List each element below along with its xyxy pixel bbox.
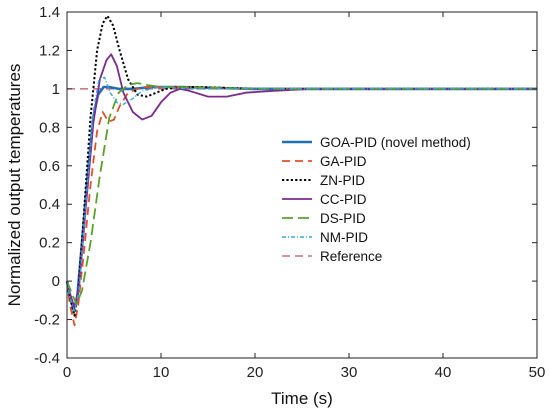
legend-label: DS-PID <box>320 211 366 226</box>
series-line-nm-pid <box>66 76 537 313</box>
legend-label: GA-PID <box>320 154 367 169</box>
legend-label: NM-PID <box>320 230 368 245</box>
series-line-zn-pid <box>66 14 537 317</box>
legend-label: ZN-PID <box>320 173 365 188</box>
series-line-ds-pid <box>66 82 537 306</box>
x-tick-label: 40 <box>435 364 452 381</box>
y-axis-title: Normalized output temperatures <box>5 64 24 307</box>
y-tick-label: 0.8 <box>39 119 60 136</box>
y-tick-label: -0.2 <box>34 312 60 329</box>
x-tick-label: 0 <box>63 364 71 381</box>
y-tick-label: 1.4 <box>39 4 60 21</box>
plot-frame <box>66 11 538 359</box>
legend: GOA-PID (novel method) GA-PID ZN-PID CC-PID… <box>282 135 471 264</box>
series-line-ga-pid <box>66 86 537 327</box>
y-tick-label: 1.2 <box>39 42 60 59</box>
legend-label: GOA-PID (novel method) <box>320 135 471 150</box>
x-tick-label: 50 <box>529 364 546 381</box>
y-tick-label: 0.6 <box>39 158 60 175</box>
y-tick-label: -0.4 <box>34 350 60 367</box>
y-tick-label: 0.4 <box>39 196 60 213</box>
tick-layer: 0 10 20 30 40 50 -0.4 -0.2 0 0.2 0.4 0.6 0.8 1 1.2 1.4 <box>34 4 545 381</box>
legend-label: Reference <box>320 249 382 264</box>
series-layer <box>65 14 537 327</box>
x-tick-label: 30 <box>341 364 358 381</box>
x-axis-title: Time (s) <box>271 389 333 408</box>
y-tick-label: 0 <box>52 273 60 290</box>
x-tick-label: 10 <box>153 364 170 381</box>
y-tick-label: 0.2 <box>39 235 60 252</box>
legend-label: CC-PID <box>320 192 367 207</box>
x-tick-label: 20 <box>247 364 264 381</box>
y-tick-label: 1 <box>52 81 60 98</box>
